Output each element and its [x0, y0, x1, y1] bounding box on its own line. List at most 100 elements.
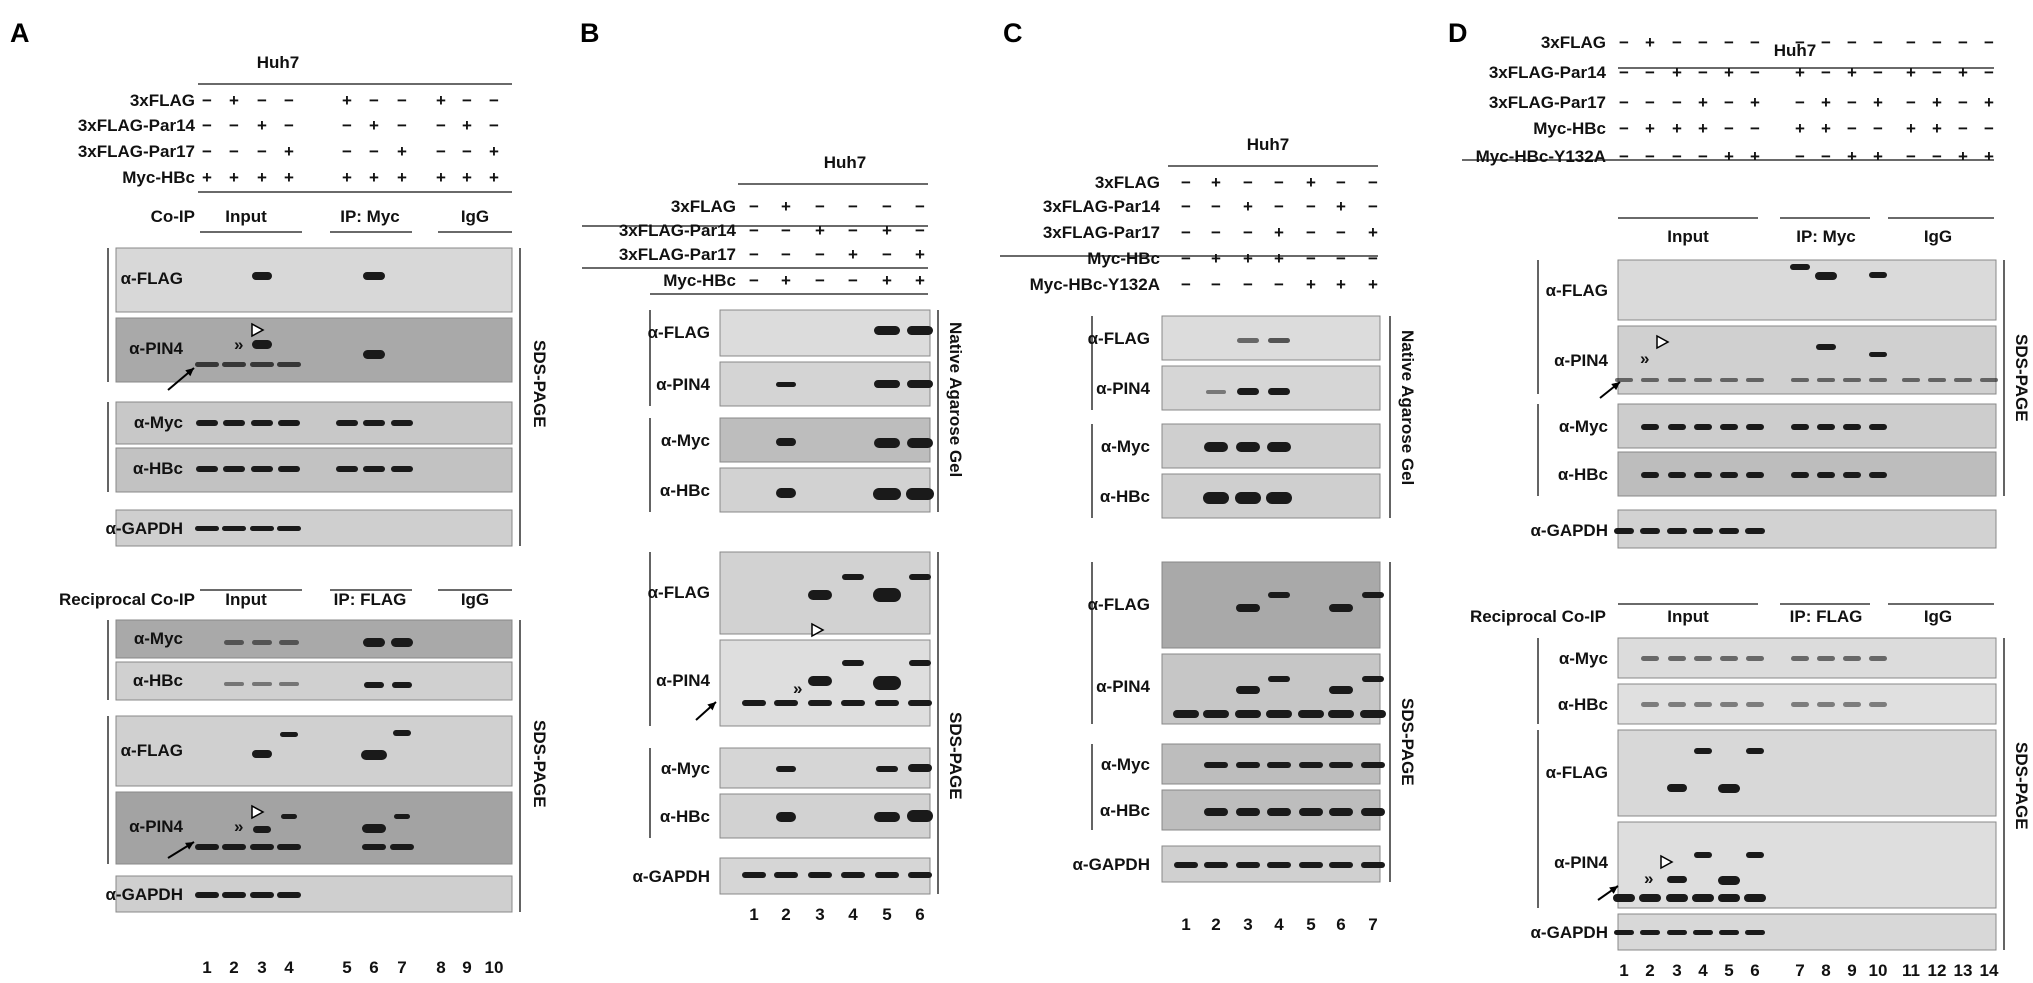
lane-number: 1	[749, 905, 758, 924]
lane-number: 7	[1368, 915, 1377, 934]
condition-sign: −	[229, 116, 239, 135]
condition-sign: +	[257, 116, 267, 135]
double-chevron-marker: »	[1640, 349, 1649, 368]
lane-number: 3	[1672, 961, 1681, 980]
band	[1329, 808, 1353, 816]
band	[1869, 656, 1887, 661]
band	[1204, 808, 1228, 816]
blot-label: α-HBc	[1558, 695, 1608, 714]
condition-sign: +	[1821, 93, 1831, 112]
condition-sign: −	[342, 142, 352, 161]
band	[1667, 528, 1687, 534]
band	[1267, 762, 1291, 768]
band	[776, 766, 796, 772]
band	[1203, 710, 1229, 718]
band	[774, 700, 798, 706]
condition-sign: +	[1873, 93, 1883, 112]
condition-sign: −	[815, 271, 825, 290]
condition-sign: +	[1795, 63, 1805, 82]
blot-label: α-HBc	[660, 807, 710, 826]
condition-sign: +	[1795, 119, 1805, 138]
panel-letter-b: B	[580, 18, 600, 48]
band	[774, 872, 798, 878]
condition-sign: −	[1181, 197, 1191, 216]
panel-b: Huh7 3xFLAG − + − − − −3xFLAG-Par14− − + − + −3xFLA…	[582, 153, 965, 924]
condition-sign: −	[257, 91, 267, 110]
band	[1719, 930, 1739, 935]
condition-sign: −	[882, 245, 892, 264]
panel-letter-c: C	[1003, 18, 1023, 48]
condition-sign: +	[229, 91, 239, 110]
band	[1667, 876, 1687, 883]
blot-label: α-FLAG	[648, 323, 710, 342]
band	[776, 382, 796, 387]
condition-sign: +	[489, 168, 499, 187]
band	[1268, 592, 1290, 598]
condition-label: 3xFLAG-Par17	[619, 245, 736, 264]
band	[224, 682, 244, 686]
condition-sign: +	[781, 197, 791, 216]
band	[876, 766, 898, 772]
blot-label: α-HBc	[133, 671, 183, 690]
condition-sign: −	[749, 197, 759, 216]
band	[252, 750, 272, 758]
condition-sign: +	[1211, 173, 1221, 192]
band	[1641, 424, 1659, 430]
condition-sign: +	[369, 116, 379, 135]
condition-label: Myc-HBc	[1533, 119, 1606, 138]
condition-sign: +	[1698, 119, 1708, 138]
blot-label: α-Myc	[1101, 437, 1150, 456]
gel-label: SDS-PAGE	[530, 720, 549, 808]
band	[1746, 656, 1764, 661]
band	[1204, 862, 1228, 868]
lane-number: 10	[485, 958, 504, 977]
condition-sign: −	[1932, 63, 1942, 82]
condition-sign: −	[1873, 119, 1883, 138]
band	[279, 682, 299, 686]
band	[250, 526, 274, 531]
band	[1746, 424, 1764, 430]
blot-label: α-PIN4	[129, 339, 183, 358]
band	[1980, 378, 1998, 382]
band	[1694, 378, 1712, 382]
band	[1668, 656, 1686, 661]
blot-label: α-PIN4	[1554, 351, 1608, 370]
lane-number: 5	[342, 958, 351, 977]
condition-sign: +	[1274, 223, 1284, 242]
lane-number: 6	[1336, 915, 1345, 934]
condition-sign: −	[1984, 119, 1994, 138]
condition-sign: −	[1698, 63, 1708, 82]
band	[222, 362, 246, 367]
condition-sign: +	[1750, 93, 1760, 112]
band	[196, 466, 218, 472]
condition-sign: +	[202, 168, 212, 187]
group-igg: IgG	[461, 590, 489, 609]
condition-sign: −	[781, 221, 791, 240]
band	[1869, 378, 1887, 382]
blot-label: α-GAPDH	[632, 867, 710, 886]
band	[1361, 762, 1385, 768]
condition-sign: −	[1906, 93, 1916, 112]
lane-number: 4	[1274, 915, 1284, 934]
band	[1746, 378, 1764, 382]
band	[252, 682, 272, 686]
lane-number: 6	[915, 905, 924, 924]
lane-number: 9	[1847, 961, 1856, 980]
blot-label: α-FLAG	[1546, 281, 1608, 300]
band	[742, 700, 766, 706]
blot-label: α-HBc	[1100, 487, 1150, 506]
band	[1694, 748, 1712, 754]
blot-label: α-Myc	[1559, 417, 1608, 436]
band	[1720, 656, 1738, 661]
band	[1817, 656, 1835, 661]
condition-sign: +	[284, 168, 294, 187]
band	[1869, 472, 1887, 478]
lane-number: 2	[1645, 961, 1654, 980]
condition-sign: +	[915, 245, 925, 264]
band	[1817, 424, 1835, 430]
band	[1641, 702, 1659, 707]
band	[1668, 472, 1686, 478]
band	[1236, 862, 1260, 868]
condition-sign: −	[436, 116, 446, 135]
